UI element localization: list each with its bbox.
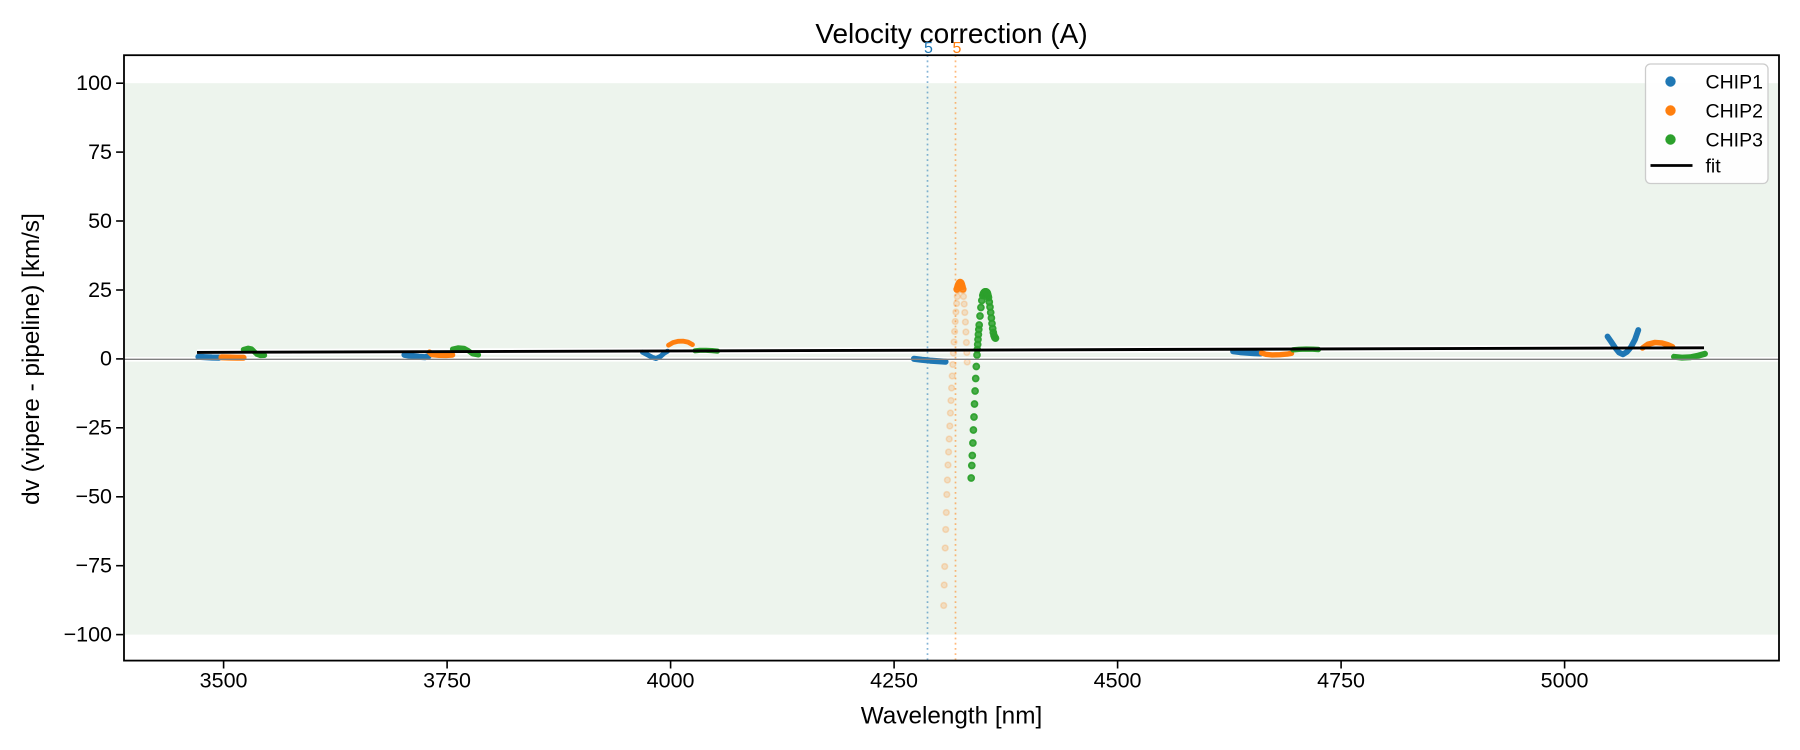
svg-text:5: 5 <box>924 40 933 57</box>
svg-text:Velocity correction (A): Velocity correction (A) <box>815 18 1087 49</box>
svg-text:4000: 4000 <box>647 669 695 693</box>
svg-text:4500: 4500 <box>1094 669 1142 693</box>
svg-text:dv (vipere - pipeline) [km/s]: dv (vipere - pipeline) [km/s] <box>18 213 45 505</box>
svg-text:3750: 3750 <box>423 669 471 693</box>
svg-text:Wavelength [nm]: Wavelength [nm] <box>861 703 1042 730</box>
svg-text:CHIP3: CHIP3 <box>1706 130 1763 152</box>
svg-text:5: 5 <box>953 40 962 57</box>
svg-text:50: 50 <box>88 209 112 233</box>
svg-text:4750: 4750 <box>1317 669 1365 693</box>
svg-text:fit: fit <box>1706 156 1722 178</box>
svg-text:75: 75 <box>88 140 112 164</box>
svg-text:CHIP2: CHIP2 <box>1706 101 1763 123</box>
svg-text:0: 0 <box>100 347 112 371</box>
svg-text:CHIP1: CHIP1 <box>1706 72 1763 94</box>
svg-text:3500: 3500 <box>200 669 248 693</box>
svg-text:−50: −50 <box>76 485 113 509</box>
svg-text:−100: −100 <box>64 622 112 646</box>
svg-text:4250: 4250 <box>870 669 918 693</box>
svg-text:100: 100 <box>76 71 112 95</box>
svg-text:25: 25 <box>88 278 112 302</box>
svg-text:5000: 5000 <box>1541 669 1589 693</box>
svg-text:−75: −75 <box>76 554 113 578</box>
svg-text:−25: −25 <box>76 416 113 440</box>
